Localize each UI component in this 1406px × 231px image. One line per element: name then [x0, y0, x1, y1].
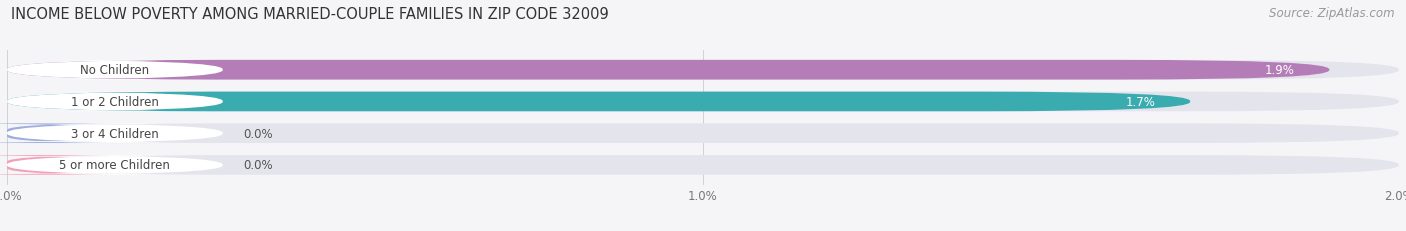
FancyBboxPatch shape [0, 155, 152, 175]
Text: 3 or 4 Children: 3 or 4 Children [72, 127, 159, 140]
FancyBboxPatch shape [7, 124, 1399, 143]
Text: 1.9%: 1.9% [1265, 64, 1295, 77]
Text: Source: ZipAtlas.com: Source: ZipAtlas.com [1270, 7, 1395, 20]
FancyBboxPatch shape [7, 124, 222, 143]
FancyBboxPatch shape [7, 61, 1399, 80]
FancyBboxPatch shape [7, 155, 222, 175]
Text: INCOME BELOW POVERTY AMONG MARRIED-COUPLE FAMILIES IN ZIP CODE 32009: INCOME BELOW POVERTY AMONG MARRIED-COUPL… [11, 7, 609, 22]
FancyBboxPatch shape [7, 92, 1191, 112]
Text: No Children: No Children [80, 64, 149, 77]
FancyBboxPatch shape [0, 124, 152, 143]
Text: 5 or more Children: 5 or more Children [59, 159, 170, 172]
Text: 1.7%: 1.7% [1126, 96, 1156, 109]
Text: 0.0%: 0.0% [243, 127, 273, 140]
FancyBboxPatch shape [7, 61, 1330, 80]
Text: 1 or 2 Children: 1 or 2 Children [70, 96, 159, 109]
FancyBboxPatch shape [7, 92, 1399, 112]
Text: 0.0%: 0.0% [243, 159, 273, 172]
FancyBboxPatch shape [7, 92, 222, 112]
FancyBboxPatch shape [7, 155, 1399, 175]
FancyBboxPatch shape [7, 61, 222, 80]
